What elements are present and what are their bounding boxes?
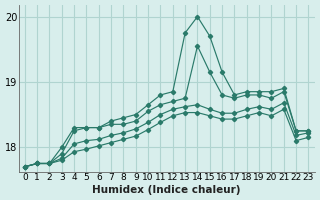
X-axis label: Humidex (Indice chaleur): Humidex (Indice chaleur) bbox=[92, 185, 241, 195]
